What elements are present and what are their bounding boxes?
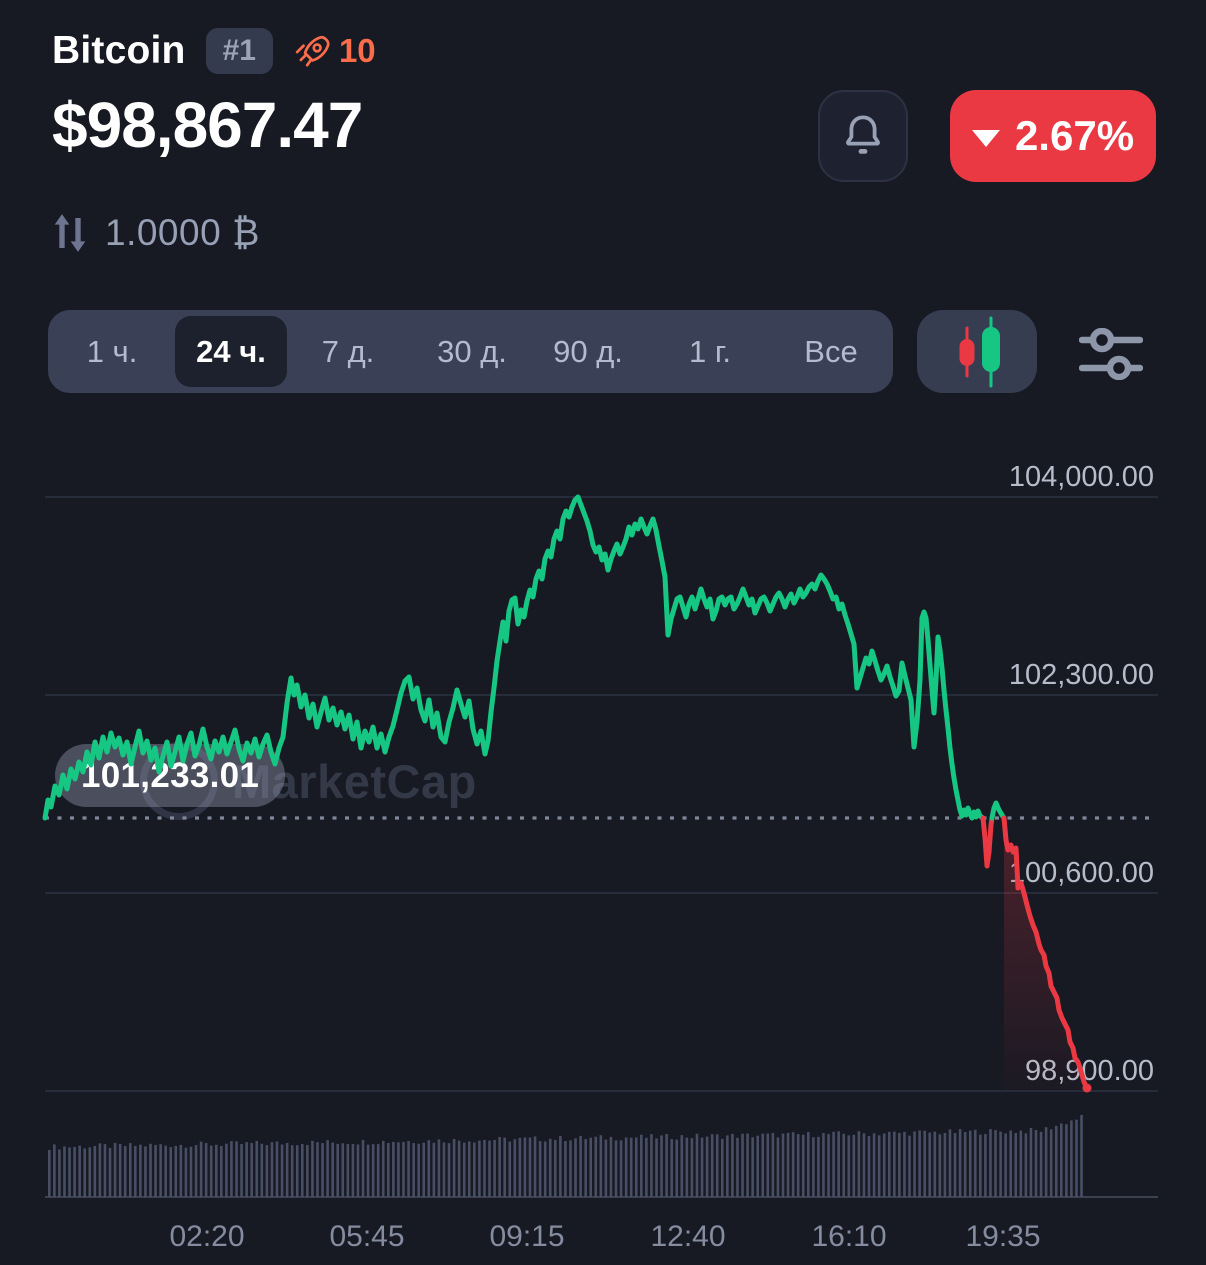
change-percent: 2.67% [1014,112,1135,159]
chart-settings-button[interactable] [1078,326,1144,382]
rocket-count: 10 [338,32,376,69]
price-change-badge: 2.67% [950,90,1156,182]
trending-indicator: 10 [293,30,376,72]
candlestick-toggle-button[interactable] [917,310,1037,393]
x-axis-label-0915: 09:15 [489,1220,565,1253]
range-30d[interactable]: 30 д. [437,333,507,369]
range-7d[interactable]: 7 д. [321,333,375,369]
current-price: $98,867.47 [52,89,363,161]
currency-conversion[interactable]: 1.0000 ₿ [50,210,260,256]
coin-name: Bitcoin [52,29,186,72]
bell-icon [846,115,880,154]
candlestick-icon [959,316,1000,387]
conversion-value: 1.0000 ₿ [105,212,260,253]
range-1y[interactable]: 1 г. [689,333,731,369]
rocket-icon [295,35,330,67]
swap-arrows-icon [54,214,86,252]
y-axis-label-104000: 104,000.00 [1008,461,1154,493]
rank-badge: #1 [205,28,273,74]
active-range-pill [175,316,287,387]
coin-header: Bitcoin #1 10 [52,28,376,74]
time-range-selector: 1 ч. 24 ч. 7 д. 30 д. 90 д. 1 г. Все [48,310,893,393]
triangle-down-icon [971,129,1000,147]
y-axis-label-100600: 100,600.00 [1008,857,1154,889]
range-all[interactable]: Все [804,333,858,369]
x-axis-label-1935: 19:35 [965,1220,1041,1253]
y-axis-label-102300: 102,300.00 [1008,659,1154,691]
x-axis-label-1240: 12:40 [650,1220,726,1253]
tune-sliders-icon [1079,328,1143,380]
price-alert-button[interactable] [818,90,908,182]
range-24h[interactable]: 24 ч. [196,333,266,369]
x-axis-label-0220: 02:20 [169,1220,245,1253]
x-axis-label-1610: 16:10 [811,1220,887,1253]
range-90d[interactable]: 90 д. [553,333,623,369]
range-1h[interactable]: 1 ч. [86,333,138,369]
x-axis-label-0545: 05:45 [329,1220,405,1253]
